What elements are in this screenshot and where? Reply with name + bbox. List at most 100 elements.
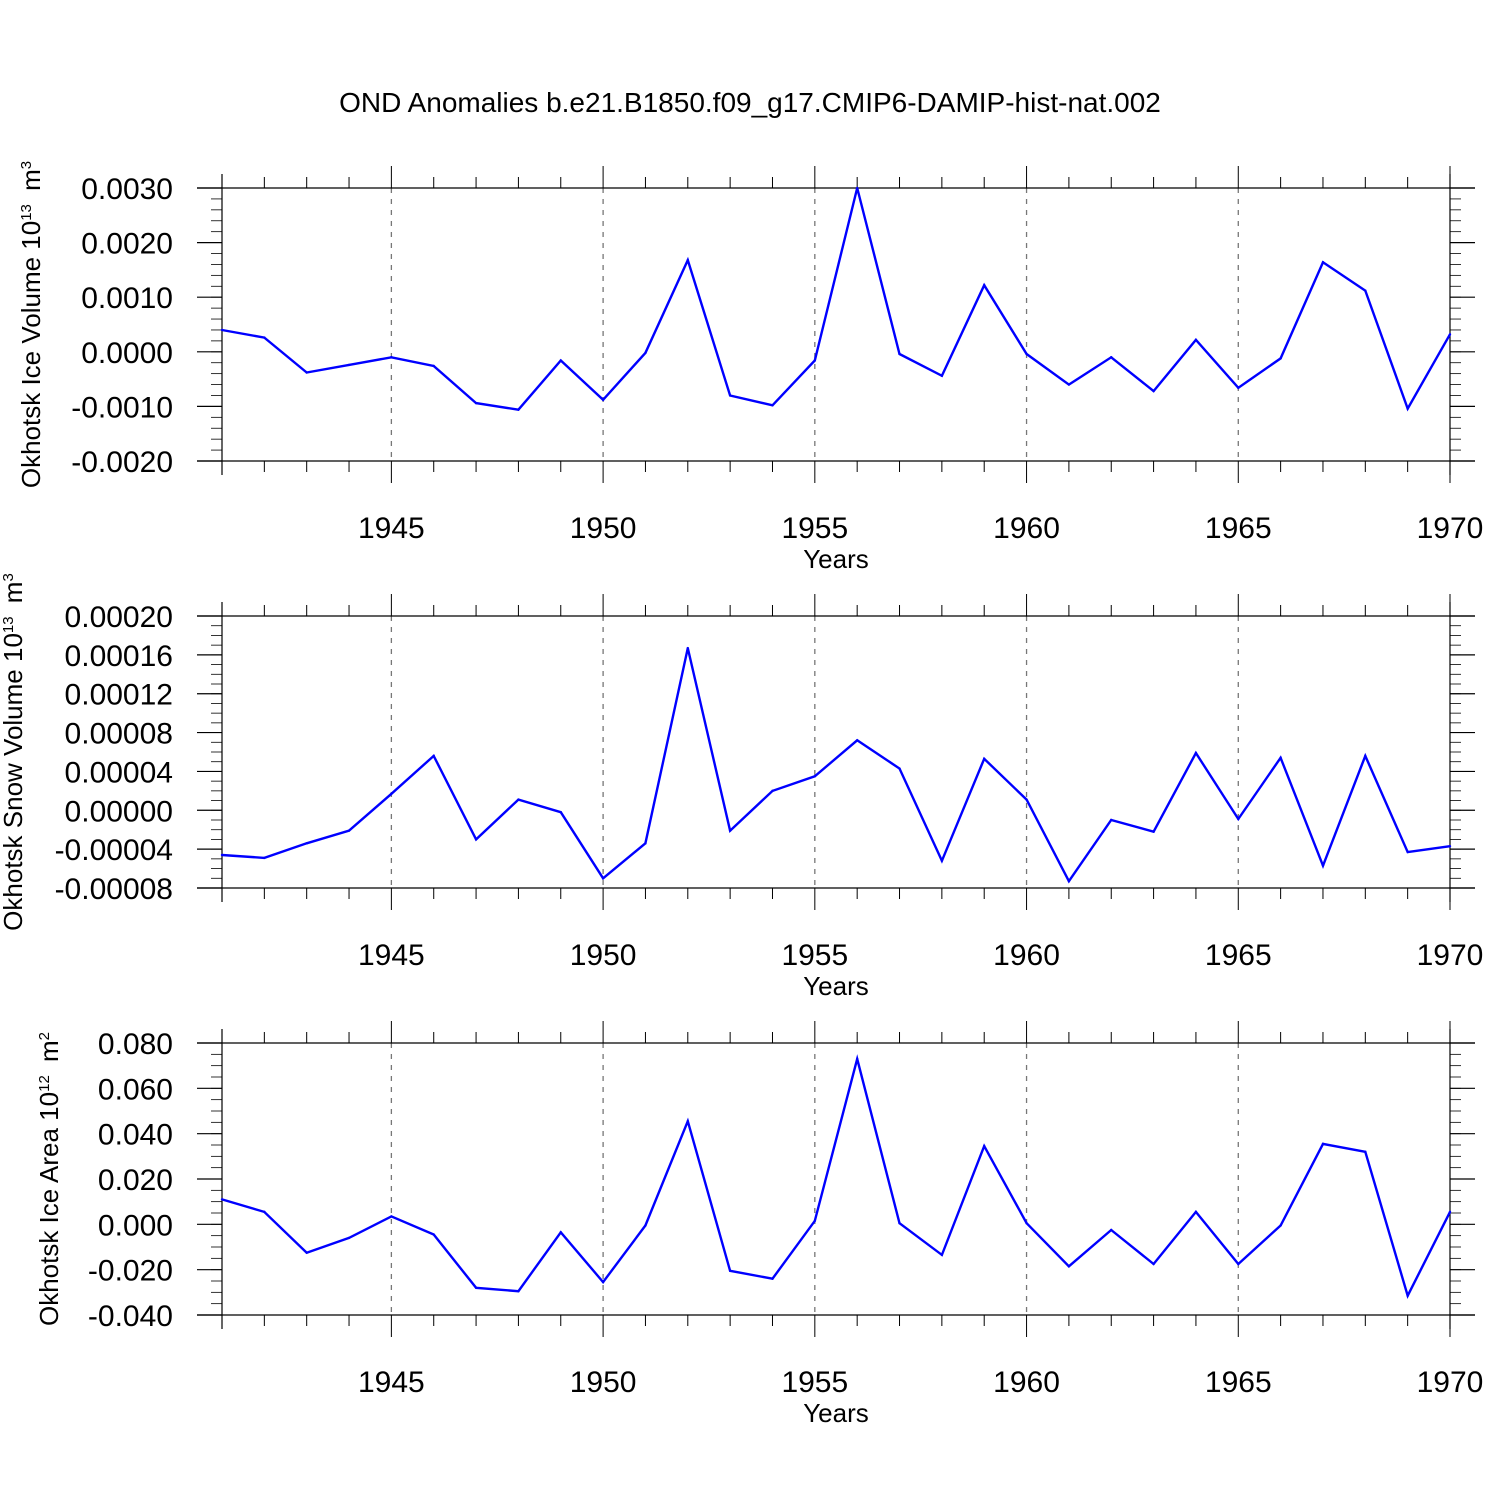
data-point: [220, 853, 224, 857]
y-tick-label: 0.00016: [65, 640, 173, 673]
data-point: [940, 859, 944, 862]
data-point: [771, 404, 774, 407]
figure-title: OND Anomalies b.e21.B1850.f09_g17.CMIP6-…: [339, 87, 1161, 118]
data-point: [263, 1210, 266, 1214]
data-point: [220, 328, 224, 332]
data-point: [1448, 845, 1452, 848]
data-point: [940, 374, 944, 378]
data-point: [813, 359, 817, 362]
data-point: [1448, 1210, 1452, 1214]
y-axis-label-part: 13: [0, 616, 17, 633]
y-axis-label: Okhotsk Ice Volume 1013 m3: [16, 161, 46, 488]
data-point: [898, 352, 901, 356]
y-tick-label: -0.020: [88, 1255, 173, 1288]
y-axis-label: Okhotsk Ice Area 1012 m2: [34, 1032, 64, 1326]
y-axis-label-part: m: [16, 169, 46, 198]
y-axis-label: Okhotsk Snow Volume 1013 m3: [0, 573, 28, 931]
data-point: [1194, 1210, 1198, 1214]
series-line: [221, 187, 1452, 412]
data-point: [1237, 1262, 1240, 1266]
data-point: [559, 359, 562, 362]
y-tick-label: 0.060: [98, 1073, 173, 1106]
data-point: [898, 767, 901, 770]
data-point: [1279, 1224, 1282, 1227]
data-point: [686, 1120, 689, 1123]
data-point: [1364, 1150, 1367, 1154]
data-point: [1321, 261, 1325, 264]
data-point: [474, 1286, 478, 1290]
y-tick-label: 0.040: [98, 1119, 173, 1152]
x-axis-label: Years: [803, 544, 869, 574]
x-tick-label: 1960: [993, 1366, 1060, 1399]
data-point: [728, 829, 732, 832]
y-axis-label-part: 3: [18, 161, 35, 169]
data-point: [601, 877, 605, 880]
data-point: [1152, 1262, 1155, 1266]
data-point: [983, 757, 986, 760]
y-tick-label: -0.0020: [71, 446, 173, 479]
x-tick-label: 1945: [358, 1366, 425, 1399]
data-point: [728, 394, 732, 397]
data-point: [1067, 1265, 1071, 1268]
data-point: [855, 1057, 859, 1061]
x-tick-label: 1970: [1417, 512, 1484, 545]
data-point: [771, 1277, 774, 1280]
x-tick-label: 1965: [1205, 512, 1272, 545]
data-point: [728, 1269, 732, 1273]
series-line: [221, 647, 1451, 884]
data-point: [559, 1231, 562, 1234]
y-axis-label-part: 12: [36, 1075, 53, 1092]
data-point: [813, 775, 817, 778]
data-point: [1321, 864, 1325, 867]
x-tick-label: 1970: [1417, 1366, 1484, 1399]
data-point: [559, 811, 562, 814]
x-tick-label: 1945: [358, 939, 425, 972]
x-tick-label: 1955: [781, 512, 848, 545]
data-point: [263, 336, 266, 339]
data-point: [517, 798, 520, 801]
data-point: [305, 842, 308, 845]
data-point: [771, 789, 774, 793]
data-point: [1364, 754, 1367, 758]
data-point: [1237, 386, 1240, 390]
data-point: [601, 1280, 605, 1284]
y-axis-label-part: 3: [0, 573, 17, 581]
data-point: [1237, 817, 1240, 821]
data-point: [1321, 1142, 1325, 1146]
data-point: [347, 829, 351, 832]
data-point: [474, 838, 478, 841]
x-tick-label: 1970: [1417, 939, 1484, 972]
data-point: [940, 1253, 944, 1257]
y-tick-label: 0.0030: [81, 173, 173, 206]
data-point: [474, 401, 478, 405]
data-point: [263, 856, 266, 860]
data-point: [1364, 289, 1367, 292]
y-axis-label-part: Okhotsk Ice Volume 10: [16, 221, 46, 488]
y-tick-label: -0.00004: [55, 834, 173, 867]
data-point: [432, 754, 435, 758]
y-tick-label: 0.000: [98, 1209, 173, 1242]
x-tick-label: 1965: [1205, 1366, 1272, 1399]
data-point: [390, 1215, 393, 1218]
y-tick-label: 0.080: [98, 1028, 173, 1061]
data-point: [644, 1224, 647, 1227]
y-tick-label: 0.00008: [65, 718, 173, 751]
data-point: [1194, 751, 1198, 755]
data-point: [432, 1233, 435, 1236]
data-point: [644, 842, 647, 845]
data-point: [390, 792, 393, 795]
y-axis-label-part: m: [34, 1040, 64, 1069]
data-point: [1025, 1222, 1028, 1225]
data-point: [517, 1290, 520, 1293]
x-tick-label: 1950: [570, 1366, 637, 1399]
data-point: [1406, 1294, 1409, 1297]
data-point: [432, 364, 435, 368]
data-point: [686, 258, 689, 262]
x-axis-label: Years: [803, 971, 869, 1001]
y-tick-label: 0.00020: [65, 601, 173, 634]
data-point: [1194, 338, 1198, 341]
data-point: [983, 283, 986, 287]
data-point: [644, 351, 647, 355]
panel-2: 1945 1950 1955 1960 1965 1970 -0.00008 -0.00004…: [0, 573, 1483, 1001]
data-point: [1110, 1228, 1113, 1232]
